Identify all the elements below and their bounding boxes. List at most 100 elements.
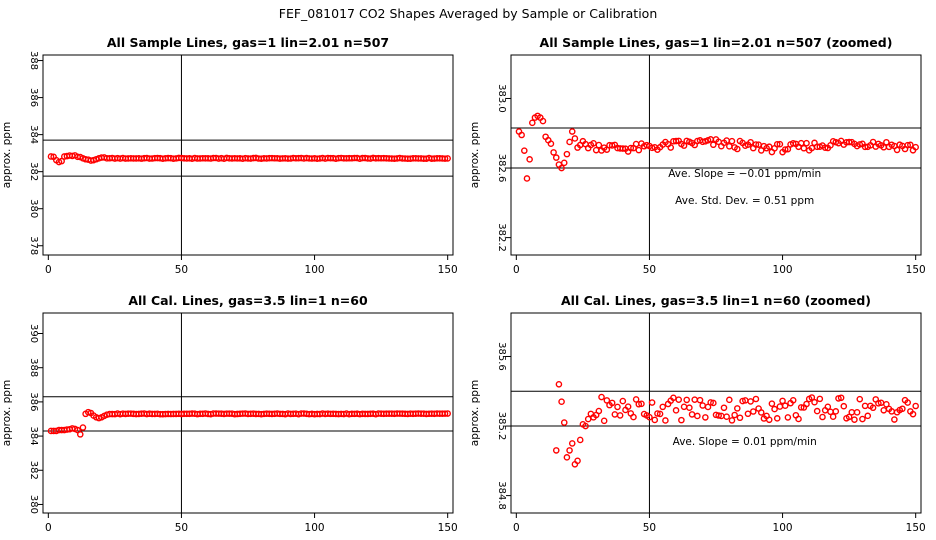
data-point [795,415,802,423]
data-point [909,410,917,418]
data-point [619,397,627,405]
data-point [797,404,805,411]
annotation-text: Ave. Slope = −0.01 ppm/min [668,168,821,180]
data-point [667,144,675,151]
data-point [848,408,856,416]
data-point [789,140,797,147]
y-tick-label: 382.6 [496,154,507,183]
data-point [528,119,536,127]
data-point [526,156,533,163]
data-point [773,415,781,422]
data-point [558,164,565,172]
data-point [79,424,87,431]
data-point [582,422,589,430]
data-point [733,405,741,412]
data-point [662,417,669,424]
data-point [819,413,826,421]
data-point [869,138,877,146]
data-point [563,454,571,461]
y-tick-label: 388 [28,358,39,377]
data-point [776,140,784,148]
data-point [648,399,656,406]
y-tick-label: 386 [28,392,39,411]
x-tick-label: 150 [438,522,458,534]
data-point [672,407,680,414]
data-point [856,141,864,148]
data-point [595,407,603,415]
data-point [726,396,733,404]
data-point [845,138,853,146]
y-tick-label: 378 [28,236,39,255]
data-point [891,416,898,423]
data-point [707,399,714,406]
data-point [821,144,829,152]
data-point [912,143,919,151]
data-point [789,396,797,404]
data-point [654,410,661,417]
data-point [592,146,600,154]
data-point [694,412,701,420]
x-tick-label: 50 [175,522,188,534]
y-axis-label: approx. ppm [469,380,481,446]
data-point [883,138,890,146]
data-point [723,413,730,421]
x-tick-label: 100 [305,264,325,276]
y-tick-label: 390 [28,324,39,343]
data-point [635,146,643,154]
data-point [733,145,741,153]
data-point [883,400,890,408]
data-point [779,397,786,405]
data-point [907,141,914,149]
chart-title: All Sample Lines, gas=1 lin=2.01 n=507 (… [540,35,893,50]
data-point [584,415,592,423]
data-point [598,393,605,401]
data-point [539,117,547,125]
data-point [861,402,869,410]
data-point [646,413,653,421]
data-point [659,403,667,411]
y-tick-label: 382 [28,461,39,480]
data-point [835,395,842,402]
data-point [781,146,789,153]
data-point [627,144,635,152]
data-point [552,447,560,454]
x-tick-label: 0 [45,522,52,534]
data-point [869,404,877,412]
chart-panel-2: All Sample Lines, gas=1 lin=2.01 n=507 (… [469,35,926,276]
data-point [595,141,603,149]
data-point [768,400,776,407]
data-point [747,398,754,405]
chart-panel-4: All Cal. Lines, gas=3.5 lin=1 n=60 (zoom… [469,293,926,534]
data-point [720,404,728,412]
data-point [752,395,760,403]
data-point [678,416,685,424]
data-point [686,404,693,412]
y-tick-label: 380 [28,495,39,514]
plot-frame [510,54,922,256]
data-point [880,406,888,414]
chart-title: All Cal. Lines, gas=3.5 lin=1 n=60 (zoom… [561,293,871,308]
data-point [558,398,565,405]
data-point [630,413,637,421]
data-point [638,400,645,408]
data-point [566,447,573,454]
plot-frame [510,312,922,514]
x-tick-label: 50 [643,264,656,276]
data-point [576,436,584,444]
data-point [571,135,579,142]
data-point [441,410,449,417]
data-point [58,157,65,165]
x-tick-label: 100 [773,522,793,534]
x-tick-label: 100 [305,522,325,534]
data-point [899,405,906,413]
data-point [731,411,738,419]
y-tick-label: 380 [28,199,39,218]
data-point [824,403,832,411]
data-point [803,139,810,147]
data-point [444,155,451,162]
data-point [691,396,699,403]
data-point [441,155,449,162]
data-point [696,396,704,404]
data-point [845,413,853,421]
